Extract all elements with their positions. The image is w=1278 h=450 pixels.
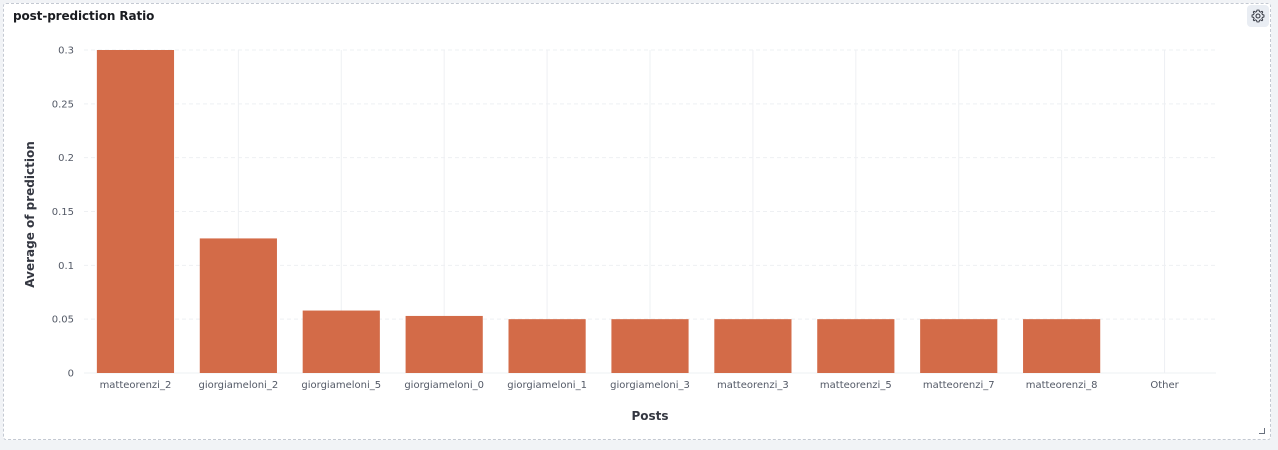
bar[interactable] xyxy=(817,319,895,373)
x-tick-label: giorgiameloni_2 xyxy=(199,380,279,391)
x-tick-label: matteorenzi_3 xyxy=(717,380,789,391)
bar[interactable] xyxy=(920,319,998,373)
x-tick-label: giorgiameloni_0 xyxy=(404,380,484,391)
x-tick-label: matteorenzi_5 xyxy=(820,380,892,391)
y-tick-label: 0 xyxy=(68,369,74,380)
bar[interactable] xyxy=(405,315,483,373)
x-tick-label: matteorenzi_2 xyxy=(100,380,172,391)
y-tick-label: 0.2 xyxy=(58,153,74,164)
y-tick-label: 0.1 xyxy=(58,261,74,272)
y-tick-label: 0.15 xyxy=(52,207,74,218)
y-tick-label: 0.3 xyxy=(58,46,74,57)
y-tick-label: 0.25 xyxy=(52,99,74,110)
x-tick-label: giorgiameloni_1 xyxy=(507,380,587,391)
y-tick-label: 0.05 xyxy=(52,315,74,326)
x-tick-label: matteorenzi_7 xyxy=(923,380,995,391)
gear-icon xyxy=(1251,9,1265,23)
y-axis-title: Average of prediction xyxy=(23,141,37,287)
x-tick-label: giorgiameloni_5 xyxy=(301,380,381,391)
x-axis-title: Posts xyxy=(631,409,668,423)
bar[interactable] xyxy=(199,238,277,373)
resize-corner-icon[interactable] xyxy=(1259,428,1265,434)
x-tick-label: giorgiameloni_3 xyxy=(610,380,690,391)
bar[interactable] xyxy=(96,50,175,373)
x-tick-label: Other xyxy=(1150,380,1179,391)
bar[interactable] xyxy=(611,319,689,373)
visualization-panel: post-prediction Ratio 0 0.05 0.1 0.15 0.2 0.2… xyxy=(3,3,1271,440)
bar[interactable] xyxy=(1023,319,1101,373)
panel-settings-button[interactable] xyxy=(1247,5,1269,27)
bar[interactable] xyxy=(508,319,586,373)
bar-chart: 0 0.05 0.1 0.15 0.2 0.25 0.3 matteorenzi_2 giorg… xyxy=(23,46,1216,423)
x-tick-label: matteorenzi_8 xyxy=(1026,380,1098,391)
bar[interactable] xyxy=(714,319,792,373)
bar[interactable] xyxy=(302,310,380,373)
panel-title: post-prediction Ratio xyxy=(13,9,155,23)
